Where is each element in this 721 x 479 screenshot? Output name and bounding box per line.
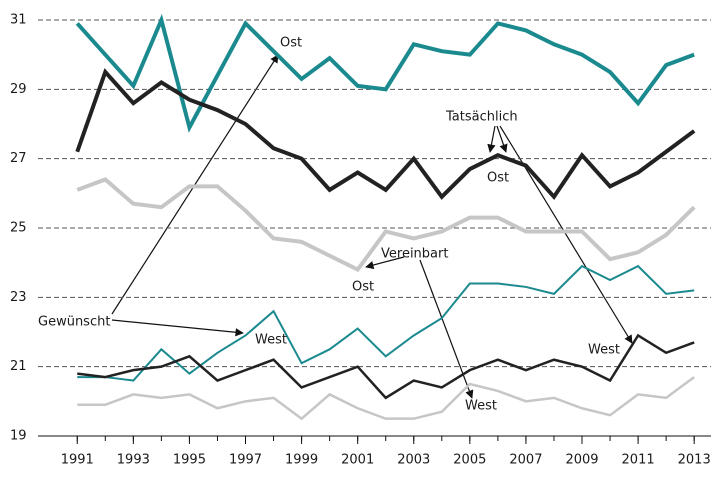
series-line — [75, 68, 696, 201]
series-line — [76, 177, 696, 273]
x-tick-label: 1995 — [173, 453, 206, 468]
y-tick-label: 23 — [10, 290, 27, 305]
annotation: Ost — [280, 36, 302, 51]
series-line — [75, 13, 695, 133]
series-line — [77, 333, 695, 400]
x-tick-label: 2005 — [453, 453, 486, 468]
annotation: Vereinbart — [381, 247, 448, 262]
annotation: Ost — [352, 280, 374, 295]
annotation: Tatsächlich — [445, 110, 518, 125]
y-tick-label: 31 — [10, 13, 27, 28]
x-tick-label: 2013 — [678, 453, 711, 468]
x-tick-label: 1997 — [229, 453, 262, 468]
y-tick-label: 19 — [10, 429, 27, 444]
y-tick-label: 25 — [10, 221, 27, 236]
x-tick-label: 1991 — [61, 453, 94, 468]
annotation-arrows — [111, 54, 633, 399]
x-tick-label: 1993 — [117, 453, 150, 468]
x-tick-label: 2009 — [565, 453, 598, 468]
annotation: West — [255, 333, 287, 348]
series-line — [77, 376, 695, 421]
y-tick-label: 29 — [10, 82, 27, 97]
x-tick-label: 2001 — [341, 453, 374, 468]
x-tick-label: 1999 — [285, 453, 318, 468]
y-tick-label: 21 — [10, 359, 27, 374]
annotation: Gewünscht — [38, 315, 110, 330]
annotation: West — [465, 399, 497, 414]
y-tick-label: 27 — [10, 151, 27, 166]
x-tick-label: 2007 — [509, 453, 542, 468]
x-tick-label: 2011 — [622, 453, 655, 468]
annotation: Ost — [487, 171, 509, 186]
x-tick-label: 2003 — [397, 453, 430, 468]
series-line — [77, 264, 695, 382]
annotation: West — [588, 343, 620, 358]
